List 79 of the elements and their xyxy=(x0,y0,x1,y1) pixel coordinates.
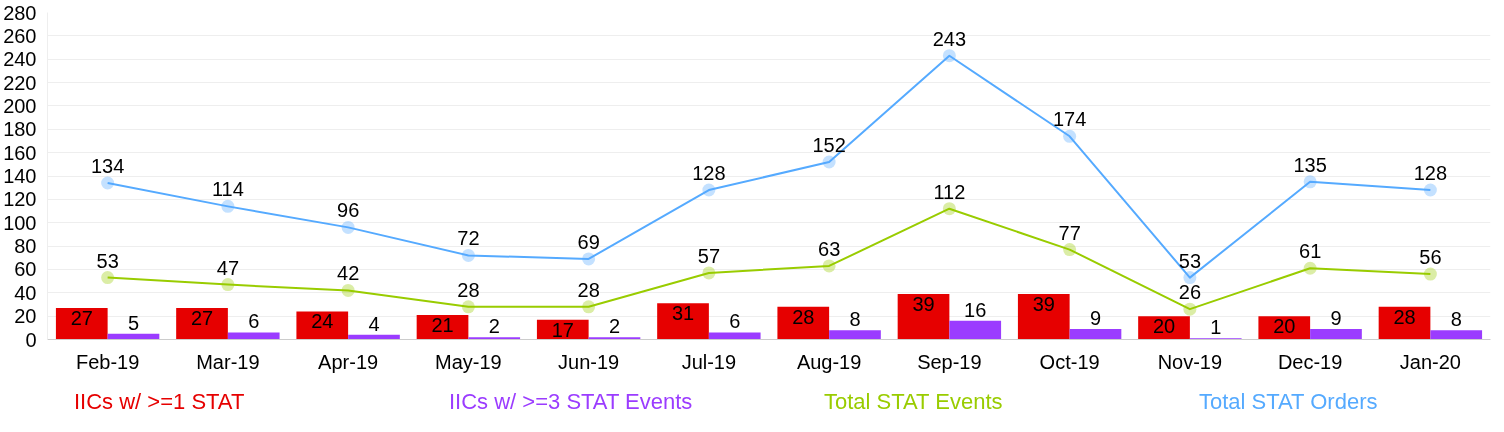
data-label: 5 xyxy=(127,311,140,334)
x-tick-label: Oct-19 xyxy=(1039,350,1100,373)
data-label: 17 xyxy=(551,318,574,341)
data-label: 39 xyxy=(912,292,935,315)
data-label: 27 xyxy=(190,306,214,329)
data-label: 28 xyxy=(792,305,815,328)
data-label: 6 xyxy=(729,310,741,333)
x-tick-label: Jan-20 xyxy=(1399,350,1461,373)
data-label: 69 xyxy=(577,230,600,253)
data-label: 2 xyxy=(488,315,500,338)
data-label: 2 xyxy=(608,315,621,338)
data-label: 16 xyxy=(964,298,987,321)
data-label: 47 xyxy=(216,256,239,279)
text: Total STAT Events xyxy=(824,389,1003,415)
data-label: 39 xyxy=(1032,292,1055,315)
text: Total STAT Orders xyxy=(1199,389,1378,415)
data-label: 21 xyxy=(431,313,454,336)
data-label: 243 xyxy=(932,27,967,50)
x-tick-label: Jul-19 xyxy=(681,350,737,373)
data-label: 96 xyxy=(337,199,360,222)
data-label: 20 xyxy=(1273,315,1296,338)
data-label: 63 xyxy=(818,237,841,260)
data-label: 8 xyxy=(1450,308,1462,331)
data-label: 128 xyxy=(692,162,726,185)
y-tick-label: 200 xyxy=(3,94,37,117)
x-tick-label: Nov-19 xyxy=(1157,350,1223,373)
y-tick-label: 0 xyxy=(25,328,37,351)
data-label: 20 xyxy=(1152,315,1176,338)
data-label: 6 xyxy=(248,310,260,333)
data-label: 57 xyxy=(697,244,720,267)
data-label: 28 xyxy=(577,278,600,301)
y-tick-label: 260 xyxy=(3,24,37,47)
x-tick-label: Aug-19 xyxy=(796,350,862,373)
data-label: 9 xyxy=(1330,306,1342,329)
data-label: 152 xyxy=(812,133,846,156)
data-label: 24 xyxy=(311,310,334,333)
data-label: 135 xyxy=(1293,153,1327,176)
y-tick-label: 40 xyxy=(14,281,37,304)
y-tick-label: 160 xyxy=(3,141,37,164)
x-tick-label: Mar-19 xyxy=(196,350,260,373)
data-label: 53 xyxy=(96,249,119,272)
x-tick-label: Sep-19 xyxy=(917,350,982,373)
data-label: 61 xyxy=(1299,240,1322,263)
data-label: 53 xyxy=(1178,249,1201,272)
data-label: 42 xyxy=(337,262,360,285)
data-label: 72 xyxy=(457,227,480,250)
data-label: 112 xyxy=(933,180,966,203)
y-tick-label: 100 xyxy=(3,211,37,234)
data-label: 27 xyxy=(70,306,93,329)
data-label: 1 xyxy=(1210,316,1222,339)
x-tick-label: Apr-19 xyxy=(318,350,379,373)
data-label: 28 xyxy=(1393,305,1416,328)
data-label: 128 xyxy=(1413,162,1448,185)
y-tick-label: 280 xyxy=(3,1,37,24)
x-tick-label: Feb-19 xyxy=(75,350,140,373)
data-label: 9 xyxy=(1089,306,1102,329)
data-label: 31 xyxy=(671,302,695,325)
y-tick-label: 120 xyxy=(3,188,37,211)
data-label: 26 xyxy=(1178,281,1201,304)
y-tick-label: 220 xyxy=(3,71,37,94)
data-label: 28 xyxy=(457,278,480,301)
y-tick-label: 80 xyxy=(14,235,37,258)
y-tick-label: 20 xyxy=(14,305,37,328)
data-label: 56 xyxy=(1419,246,1442,269)
x-tick-label: Dec-19 xyxy=(1277,350,1343,373)
y-tick-label: 140 xyxy=(3,165,37,187)
x-tick-label: Jun-19 xyxy=(558,350,620,373)
data-label: 8 xyxy=(849,308,861,331)
y-tick-label: 60 xyxy=(14,258,37,281)
y-tick-label: 240 xyxy=(3,48,37,71)
y-tick-label: 180 xyxy=(3,118,37,141)
data-label: 114 xyxy=(211,178,244,201)
data-label: 77 xyxy=(1058,221,1081,244)
data-label: 4 xyxy=(368,312,380,335)
data-label: 134 xyxy=(90,155,125,178)
x-tick-label: May-19 xyxy=(435,350,502,373)
text: IICs w/ >=3 STAT Events xyxy=(449,389,693,415)
data-label: 174 xyxy=(1052,108,1087,131)
text: IICs w/ >=1 STAT xyxy=(74,389,245,415)
